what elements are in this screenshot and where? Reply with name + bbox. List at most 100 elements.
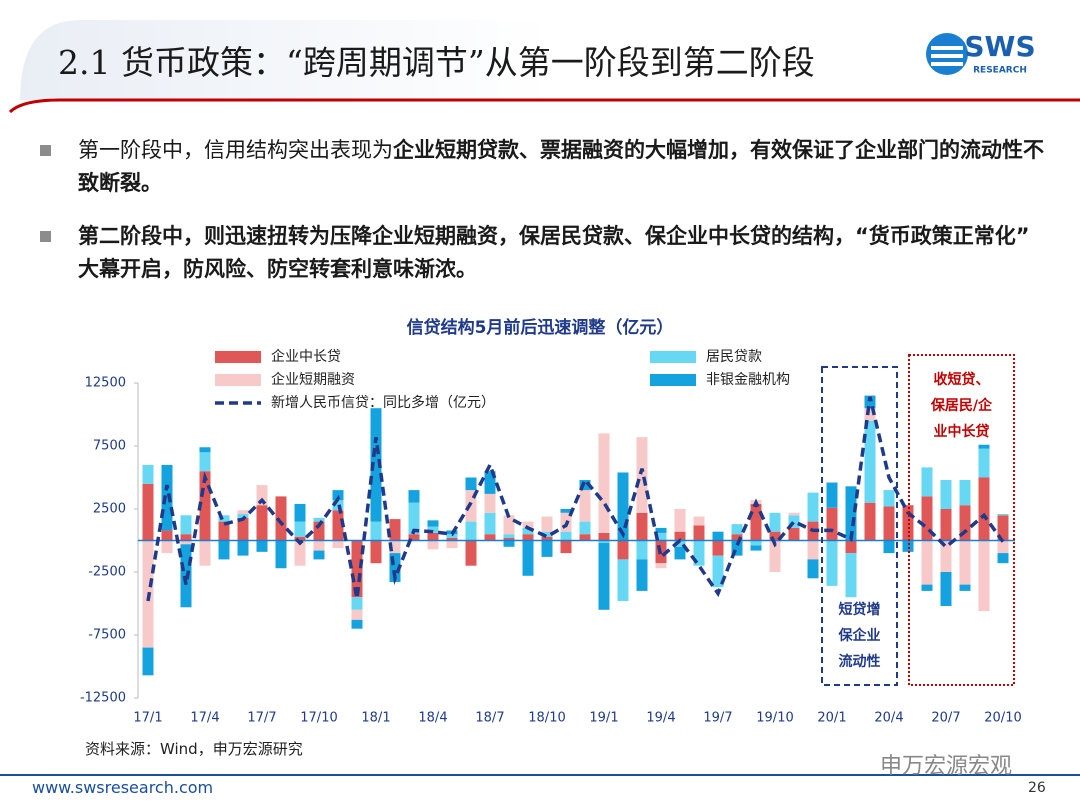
- bar: [180, 534, 192, 541]
- bar: [731, 540, 743, 556]
- y-tick-label: 7500: [93, 439, 126, 454]
- bar: [769, 512, 781, 532]
- bar: [693, 516, 705, 526]
- legend-swatch: [650, 374, 696, 386]
- bar: [180, 540, 192, 545]
- slide-title: 2.1 货币政策：“跨周期调节”从第一阶段到第二阶段: [58, 43, 815, 82]
- bar: [940, 509, 952, 541]
- bar: [674, 509, 686, 532]
- bar: [218, 515, 230, 522]
- bar: [237, 514, 249, 518]
- bar: [446, 540, 458, 549]
- bar: [845, 553, 857, 598]
- bar: [845, 540, 857, 554]
- bar: [142, 647, 154, 676]
- bar: [693, 525, 705, 541]
- bar: [560, 540, 572, 554]
- bar: [826, 507, 838, 541]
- bar: [256, 540, 268, 552]
- bar: [465, 521, 477, 541]
- bar: [845, 486, 857, 541]
- bar: [199, 471, 211, 541]
- bar: [275, 496, 287, 541]
- bar: [750, 545, 762, 551]
- bar: [218, 540, 230, 560]
- bar: [636, 540, 648, 560]
- legend-swatch: [215, 374, 261, 386]
- bar: [940, 572, 952, 607]
- bar: [978, 477, 990, 541]
- bar: [731, 524, 743, 535]
- bar: [959, 505, 971, 541]
- bar: [389, 519, 401, 541]
- bar: [864, 395, 876, 409]
- x-tick-label: 17/4: [190, 711, 219, 726]
- legend-swatch: [215, 351, 261, 363]
- bar: [617, 472, 629, 541]
- bar: [313, 517, 325, 522]
- y-tick-label: 2500: [93, 502, 126, 517]
- bar: [256, 485, 268, 506]
- bar: [503, 534, 515, 538]
- bar: [731, 534, 743, 541]
- bullet: 第二阶段中，则迅速扭转为压降企业短期融资，保居民贷款、保企业中长贷的结构，“货币…: [38, 220, 1048, 286]
- bar: [807, 492, 819, 522]
- bar: [161, 464, 173, 531]
- legend-label: 居民贷款: [706, 349, 762, 365]
- y-tick-label: -7500: [88, 628, 126, 643]
- bar: [408, 502, 420, 535]
- legend-label: 新增人民币信贷：同比多增（亿元）: [271, 394, 495, 411]
- bar: [997, 540, 1009, 554]
- bar: [712, 531, 724, 541]
- bar: [712, 555, 724, 588]
- bar: [978, 444, 990, 449]
- bar: [902, 505, 914, 541]
- bar: [294, 536, 306, 541]
- bar: [921, 496, 933, 541]
- bar: [788, 527, 800, 541]
- x-tick-label: 19/4: [646, 711, 675, 726]
- bar: [161, 540, 173, 554]
- bar: [427, 526, 439, 533]
- bar: [750, 540, 762, 546]
- bar: [579, 480, 591, 491]
- bullet-text: 第二阶段中，则迅速扭转为压降企业短期融资，保居民贷款、保企业中长贷的结构，“货币…: [78, 224, 1030, 281]
- bar: [712, 540, 724, 556]
- bar: [598, 532, 610, 541]
- y-tick-label: 12500: [85, 376, 126, 391]
- bar: [693, 540, 705, 566]
- bar: [674, 546, 686, 560]
- bar: [313, 550, 325, 560]
- bar: [978, 448, 990, 478]
- bar: [636, 512, 648, 541]
- bar: [769, 540, 781, 572]
- annotation-text: 短贷增: [839, 601, 881, 618]
- bar: [655, 527, 667, 533]
- x-tick-label: 19/1: [589, 711, 618, 726]
- bar: [332, 490, 344, 501]
- x-tick-label: 18/1: [361, 711, 390, 726]
- bar: [959, 584, 971, 591]
- bar: [579, 534, 591, 541]
- bar: [997, 514, 1009, 516]
- x-tick-label: 20/1: [817, 711, 846, 726]
- bar: [522, 521, 534, 528]
- bar: [351, 619, 363, 629]
- bar: [199, 447, 211, 453]
- bar: [769, 531, 781, 541]
- bar: [522, 540, 534, 576]
- bar: [921, 584, 933, 591]
- bar: [883, 490, 895, 507]
- bar: [674, 540, 686, 547]
- bar: [275, 540, 287, 569]
- bar: [579, 521, 591, 535]
- x-tick-label: 20/7: [931, 711, 960, 726]
- bar: [237, 540, 249, 556]
- bullet: 第一阶段中，信用结构突出表现为企业短期贷款、票据融资的大幅增加，有效保证了企业部…: [38, 134, 1048, 200]
- bar: [427, 532, 439, 541]
- annotation-box: [908, 354, 1015, 686]
- annotation-text: 收短贷、: [934, 371, 990, 388]
- bar: [959, 540, 971, 585]
- bar: [788, 515, 800, 528]
